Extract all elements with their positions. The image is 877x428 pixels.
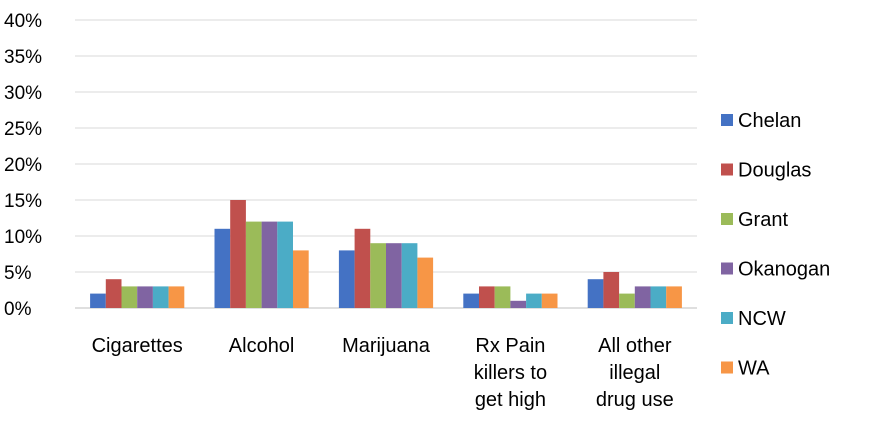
bar-grant-2 <box>370 243 386 308</box>
bar-ncw-4 <box>650 286 667 308</box>
legend-label: Grant <box>738 209 788 231</box>
x-category-label-line: Marijuana <box>342 335 431 357</box>
x-category-label-line: killers to <box>474 362 547 384</box>
bar-douglas-0 <box>105 279 122 308</box>
x-category-label-line: Cigarettes <box>92 335 183 357</box>
y-tick-label: 5% <box>4 263 32 284</box>
bar-douglas-4 <box>603 272 620 308</box>
y-tick-label: 40% <box>4 11 42 32</box>
x-category-label: Marijuana <box>342 335 431 357</box>
bar-okanogan-0 <box>137 286 153 308</box>
bar-wa-0 <box>168 286 185 308</box>
bar-okanogan-1 <box>261 221 278 308</box>
legend-label: WA <box>738 358 770 380</box>
legend-swatch <box>721 361 733 374</box>
legend-label: Okanogan <box>738 259 830 281</box>
x-category-label-line: get high <box>475 389 546 411</box>
x-category-label-line: drug use <box>596 389 674 411</box>
y-tick-label: 25% <box>4 119 42 140</box>
legend: Chelan Douglas Grant Okanogan NCW WA <box>721 110 830 380</box>
bar-chelan-4 <box>587 279 604 308</box>
legend-label: Douglas <box>738 160 811 182</box>
bar-grant-3 <box>494 286 511 308</box>
x-category-label-line: Alcohol <box>229 335 295 357</box>
gridlines <box>75 19 697 309</box>
legend-swatch <box>721 312 733 324</box>
bar-chelan-2 <box>338 250 355 308</box>
bar-wa-1 <box>293 250 309 308</box>
bar-grant-0 <box>121 286 138 308</box>
legend-swatch <box>721 163 733 176</box>
x-category-label: Cigarettes <box>92 335 183 357</box>
x-category-label: Alcohol <box>229 335 295 357</box>
x-category-label: Rx Pain killers to get high <box>474 335 547 411</box>
bar-wa-4 <box>666 286 682 308</box>
y-tick-label: 30% <box>4 83 42 104</box>
y-tick-label: 10% <box>4 227 42 248</box>
x-category-label-line: illegal <box>609 362 660 384</box>
x-category-label-line: Rx Pain <box>475 335 545 357</box>
bar-okanogan-3 <box>510 300 527 308</box>
bar-okanogan-4 <box>634 286 651 308</box>
bar-chelan-3 <box>463 293 479 308</box>
bar-chelan-1 <box>214 228 231 308</box>
bar-wa-2 <box>417 257 434 308</box>
bars <box>90 200 682 308</box>
bar-okanogan-2 <box>386 243 402 308</box>
bar-douglas-2 <box>354 228 371 308</box>
bar-ncw-1 <box>277 221 293 308</box>
y-tick-label: 35% <box>4 47 42 68</box>
bar-chelan-0 <box>90 293 106 308</box>
bar-ncw-2 <box>401 243 418 308</box>
y-tick-label: 0% <box>4 299 32 320</box>
bar-ncw-3 <box>526 293 542 308</box>
bar-douglas-1 <box>230 200 246 308</box>
y-tick-label: 20% <box>4 155 42 176</box>
legend-label: Chelan <box>738 110 801 132</box>
y-tick-label: 15% <box>4 191 42 212</box>
legend-swatch <box>721 114 733 126</box>
bar-wa-3 <box>541 293 558 308</box>
x-axis: Cigarettes Alcohol Marijuana Rx Pain killers… <box>92 335 674 411</box>
bar-douglas-3 <box>479 286 495 308</box>
y-axis: 0% 5% 10% 15% 20% 25% 30% 35% 40% <box>4 11 42 320</box>
legend-label: NCW <box>738 308 786 330</box>
bar-grant-1 <box>245 221 262 308</box>
x-category-label: All other illegal drug use <box>596 335 674 411</box>
bar-grant-4 <box>619 293 635 308</box>
legend-swatch <box>721 213 733 225</box>
bar-ncw-0 <box>152 286 169 308</box>
x-category-label-line: All other <box>598 335 672 357</box>
legend-swatch <box>721 262 733 275</box>
